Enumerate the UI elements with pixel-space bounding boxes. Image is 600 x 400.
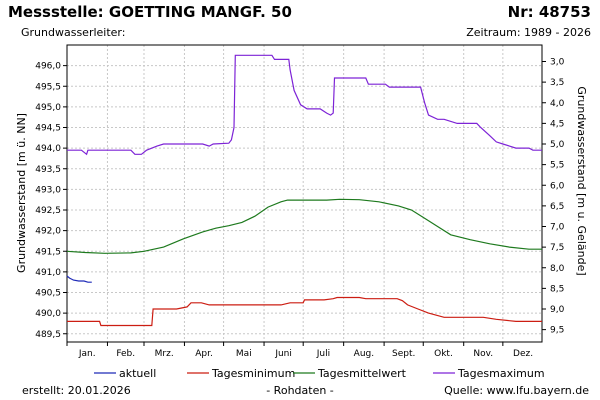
page-title: Messstelle: GOETTING MANGF. 50 [8,3,292,21]
y-right-tick-label: 6,5 [550,202,564,212]
y-tick-label: 492,5 [35,206,61,216]
x-tick-label: Mai [236,349,252,359]
y-right-tick-label: 5,5 [550,161,564,171]
y-right-tick-label: 7,0 [550,223,565,233]
chart-legend: aktuell Tagesminimum Tagesmittelwert Tagesm… [94,367,545,380]
y-axis-label-left: Grundwasserstand [m ü. NN] [15,113,28,273]
chart-grid [67,45,542,342]
created-date: erstellt: 20.01.2026 [22,384,131,397]
plot-frame [66,44,543,343]
series-line-tagesminimum [67,296,542,327]
chart-series [66,54,542,327]
y-right-tick-label: 5,0 [550,140,565,150]
y-tick-label: 494,0 [35,144,61,154]
x-tick-label: Mrz. [155,349,174,359]
x-tick-label: Juni [274,349,292,359]
y-right-tick-label: 9,0 [550,305,565,315]
y-tick-label: 491,5 [35,247,61,257]
y-right-tick-label: 6,0 [550,181,565,191]
y-right-tick-label: 4,5 [550,119,564,129]
y-right-tick-label: 4,0 [550,99,565,109]
y-tick-label: 492,0 [35,227,61,237]
source-label: Quelle: www.lfu.bayern.de [444,384,589,397]
y-tick-label: 495,5 [35,82,61,92]
y-tick-label: 496,0 [35,62,61,72]
x-tick-label: Nov. [473,349,493,359]
plot-background [67,45,542,342]
x-tick-label: Juli [316,349,330,359]
y-tick-label: 490,0 [35,309,61,319]
y-tick-label: 489,5 [35,330,61,340]
x-tick-label: Feb. [116,349,135,359]
y-tick-label: 493,0 [35,185,61,195]
raw-data-label: - Rohdaten - [266,384,334,397]
series-line-tagesmaximum [67,54,542,156]
y-tick-label: 493,5 [35,165,61,175]
station-number: Nr: 48753 [507,3,591,21]
y-right-tick-label: 3,0 [550,58,565,68]
legend-label: aktuell [119,367,156,380]
y-axis-label-right: Grundwasserstand [m u. Gelände] [575,86,588,275]
x-tick-label: Jan. [78,349,96,359]
y-tick-label: 491,0 [35,268,61,278]
y-tick-label: 494,5 [35,124,61,134]
chart-axes: Jan. Feb. Mrz. Apr. Mai Juni Juli Aug. Sept. Okt.… [35,44,565,359]
y-tick-label: 490,5 [35,289,61,299]
period-label: Zeitraum: 1989 - 2026 [466,26,591,39]
y-right-tick-label: 8,0 [550,264,565,274]
series-line-aktuell [66,275,92,283]
x-tick-label: Dez. [513,349,533,359]
x-tick-label: Apr. [195,349,213,359]
x-tick-label: Sept. [392,349,415,359]
y-right-tick-label: 8,5 [550,284,564,294]
x-tick-label: Aug. [354,349,374,359]
series-line-tagesmittelwert [66,198,542,254]
legend-label: Tagesmaximum [457,367,545,380]
aquifer-label: Grundwasserleiter: [21,26,126,39]
y-right-tick-label: 9,5 [550,326,564,336]
y-tick-label: 495,0 [35,103,61,113]
y-right-tick-label: 3,5 [550,78,564,88]
legend-label: Tagesminimum [211,367,295,380]
x-tick-label: Okt. [434,349,453,359]
legend-label: Tagesmittelwert [317,367,407,380]
y-right-tick-label: 7,5 [550,243,564,253]
